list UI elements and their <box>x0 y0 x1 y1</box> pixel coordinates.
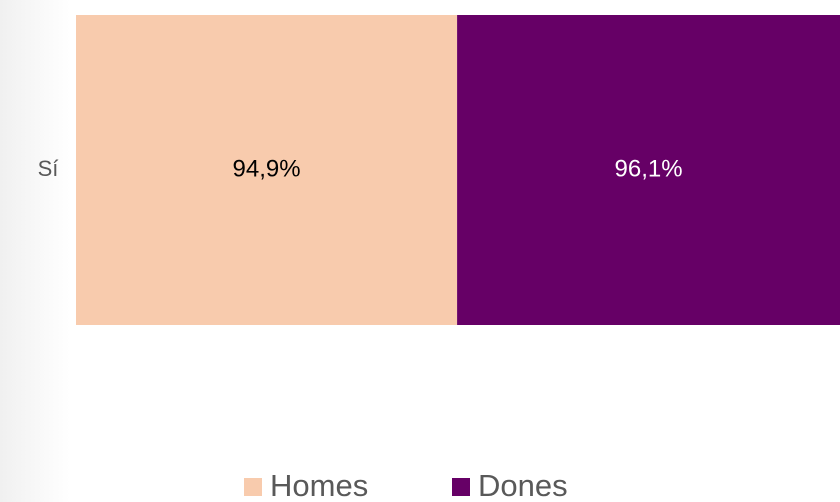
data-label: 94,9% <box>233 155 301 182</box>
legend-label: Dones <box>478 468 568 502</box>
legend-swatch <box>244 478 262 496</box>
y-tick-label: Sí <box>38 156 59 181</box>
legend-label: Homes <box>270 468 368 502</box>
background-edge <box>0 0 70 502</box>
legend-swatch <box>452 478 470 496</box>
bar-segment <box>76 15 458 325</box>
data-label: 96,1% <box>615 155 683 182</box>
bar-segment <box>457 15 840 325</box>
